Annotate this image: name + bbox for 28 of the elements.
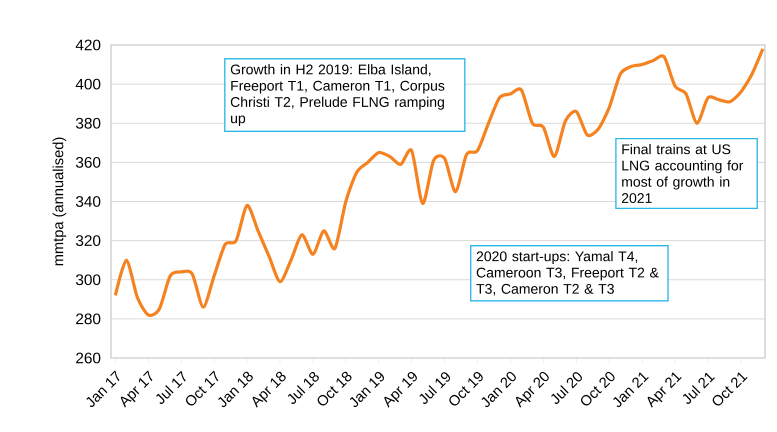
y-tick-label: 360 — [76, 156, 100, 168]
y-tick-label: 300 — [76, 274, 100, 286]
x-tick-label: Jul 20 — [551, 372, 582, 404]
x-tick-label: Jan 17 — [86, 370, 120, 408]
annotation: Final trains at US LNG accounting for most of growth in 2021 — [622, 144, 744, 204]
y-tick-label: 260 — [76, 352, 100, 364]
x-tick-label: Jul 17 — [156, 370, 186, 404]
x-tick-label: Jan 21 — [613, 372, 649, 408]
y-tick-label: 400 — [76, 78, 100, 90]
x-tick-label: Oct 19 — [449, 372, 483, 406]
x-tick-label: Apr 19 — [384, 372, 417, 408]
y-tick-label: 320 — [76, 235, 100, 246]
x-tick-label: Jul 18 — [288, 372, 319, 404]
y-tick-label: 280 — [76, 313, 100, 324]
y-tick-label: 420 — [76, 40, 100, 50]
y-tick-label: 380 — [76, 118, 100, 129]
x-tick-label: Apr 18 — [252, 372, 286, 408]
x-tick-label: Apr 21 — [648, 372, 682, 408]
x-tick-label: Jul 19 — [419, 372, 450, 404]
annotation: Growth in H2 2019: Elba Island, Freeport T1, Cameron T1, Corpus Christi T2, Prelude FLNG ramping up — [230, 64, 444, 126]
annotation: 2020 start-ups: Yamal T4, Cameroon T3, Freeport T2 & T3, Cameron T2 & T3 — [476, 251, 659, 296]
x-tick-label: Apr 20 — [516, 372, 549, 408]
x-tick-label: Apr 17 — [120, 370, 152, 408]
y-axis-title: mmtpa (annualised) — [52, 138, 66, 266]
x-tick-label: Oct 17 — [186, 370, 218, 406]
line-series — [114, 47, 764, 317]
y-tick-label: 340 — [76, 196, 100, 207]
x-tick-label: Jan 18 — [218, 372, 253, 408]
